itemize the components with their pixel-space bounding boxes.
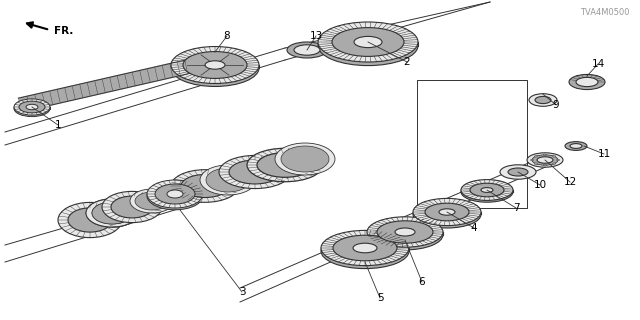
Ellipse shape [377,221,433,243]
Text: 14: 14 [591,59,605,69]
Ellipse shape [367,217,443,247]
Ellipse shape [26,104,38,110]
Ellipse shape [102,191,162,223]
Ellipse shape [395,228,415,236]
Ellipse shape [14,99,50,115]
Ellipse shape [321,233,409,268]
Ellipse shape [439,209,455,215]
Ellipse shape [413,201,481,228]
Text: 13: 13 [309,31,323,41]
Ellipse shape [58,203,122,237]
Ellipse shape [205,61,225,69]
Ellipse shape [171,170,239,202]
Ellipse shape [219,156,291,188]
Text: 11: 11 [597,149,611,159]
Ellipse shape [147,180,203,208]
Text: 2: 2 [404,57,410,67]
Text: FR.: FR. [54,26,74,36]
Text: 7: 7 [513,203,519,213]
Ellipse shape [527,153,563,167]
Ellipse shape [86,199,138,227]
Ellipse shape [543,154,547,156]
Text: 9: 9 [553,100,559,110]
Ellipse shape [181,174,229,197]
Text: TVA4M0500: TVA4M0500 [580,8,630,17]
Text: 1: 1 [54,120,61,130]
Ellipse shape [86,199,138,227]
Polygon shape [19,58,196,112]
Ellipse shape [354,36,382,48]
Ellipse shape [229,160,281,184]
Ellipse shape [570,144,582,148]
Ellipse shape [321,230,409,266]
Ellipse shape [135,192,169,210]
Ellipse shape [206,168,250,192]
Ellipse shape [461,180,513,200]
Ellipse shape [500,165,536,179]
Ellipse shape [171,50,259,86]
Ellipse shape [155,184,195,204]
Ellipse shape [553,163,556,164]
Text: 3: 3 [239,287,245,297]
Ellipse shape [287,42,327,58]
Ellipse shape [111,196,153,218]
Ellipse shape [130,189,174,213]
Ellipse shape [508,168,528,176]
Ellipse shape [532,155,558,165]
Ellipse shape [68,208,112,232]
Ellipse shape [534,156,538,157]
Text: 5: 5 [377,293,383,303]
Ellipse shape [294,45,320,55]
Text: 8: 8 [224,31,230,41]
Ellipse shape [275,143,335,175]
Text: 6: 6 [419,277,426,287]
Ellipse shape [247,148,323,182]
Ellipse shape [413,198,481,226]
Ellipse shape [318,22,418,62]
Ellipse shape [461,181,513,202]
Ellipse shape [353,243,377,253]
Ellipse shape [171,46,259,84]
Ellipse shape [167,190,183,198]
Ellipse shape [19,101,45,113]
Ellipse shape [92,202,132,224]
Text: 10: 10 [533,180,547,190]
Ellipse shape [537,157,553,163]
Text: 4: 4 [470,223,477,233]
Text: 12: 12 [563,177,577,187]
Ellipse shape [557,159,559,161]
Ellipse shape [535,96,551,104]
Ellipse shape [367,220,443,250]
Ellipse shape [481,188,493,192]
Ellipse shape [333,235,397,261]
Ellipse shape [92,202,132,224]
Ellipse shape [569,75,605,90]
Ellipse shape [529,94,557,106]
Ellipse shape [257,153,313,177]
Ellipse shape [553,156,556,157]
Ellipse shape [14,100,50,116]
Ellipse shape [318,26,418,66]
Ellipse shape [425,203,469,221]
Ellipse shape [470,183,504,197]
Ellipse shape [531,159,534,161]
Ellipse shape [200,165,256,195]
Ellipse shape [281,146,329,172]
Ellipse shape [565,141,587,150]
Ellipse shape [183,52,247,78]
Ellipse shape [543,164,547,166]
Ellipse shape [147,182,203,210]
Ellipse shape [332,28,404,56]
Ellipse shape [534,163,538,164]
Ellipse shape [576,77,598,87]
